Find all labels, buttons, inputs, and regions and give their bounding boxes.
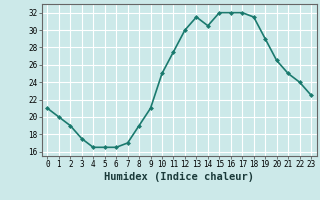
X-axis label: Humidex (Indice chaleur): Humidex (Indice chaleur) xyxy=(104,172,254,182)
